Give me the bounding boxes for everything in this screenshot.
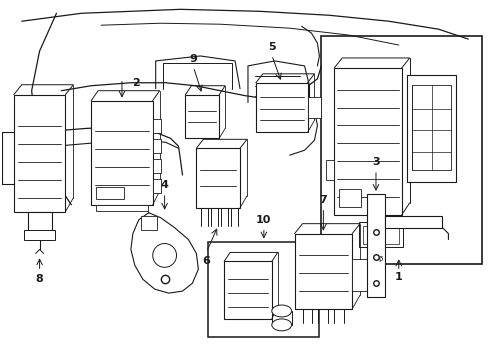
Ellipse shape bbox=[271, 319, 291, 331]
Bar bbox=[339, 189, 360, 207]
Text: 2: 2 bbox=[132, 78, 140, 88]
Bar bbox=[152, 139, 161, 153]
Bar bbox=[406, 75, 455, 182]
Bar bbox=[152, 179, 161, 193]
Bar bbox=[351, 260, 367, 291]
Bar bbox=[384, 216, 442, 228]
Text: 9: 9 bbox=[189, 54, 197, 64]
Bar bbox=[91, 100, 152, 205]
Ellipse shape bbox=[271, 305, 291, 317]
Text: 10: 10 bbox=[256, 215, 271, 225]
Text: 5: 5 bbox=[267, 42, 275, 52]
Text: 6: 6 bbox=[202, 256, 210, 266]
Text: 1: 1 bbox=[394, 272, 402, 282]
Bar bbox=[334, 68, 401, 215]
Bar bbox=[358, 222, 402, 247]
Bar bbox=[208, 242, 319, 337]
Bar bbox=[366, 194, 384, 297]
Text: 7: 7 bbox=[319, 195, 326, 205]
Bar bbox=[224, 261, 271, 319]
Bar bbox=[14, 95, 65, 212]
Text: 8: 8 bbox=[36, 274, 43, 284]
Bar bbox=[411, 85, 450, 170]
Bar bbox=[152, 120, 161, 133]
Bar bbox=[141, 216, 156, 230]
Bar bbox=[152, 159, 161, 173]
Bar bbox=[96, 205, 147, 211]
Text: 4: 4 bbox=[161, 180, 168, 190]
Bar bbox=[24, 230, 55, 239]
Text: 3: 3 bbox=[371, 157, 379, 167]
Bar bbox=[325, 160, 334, 180]
Bar bbox=[362, 226, 398, 243]
Text: β: β bbox=[378, 256, 382, 262]
Bar bbox=[294, 234, 351, 309]
Bar bbox=[196, 148, 240, 208]
Bar bbox=[185, 95, 219, 138]
Bar bbox=[307, 96, 321, 118]
Bar bbox=[96, 187, 123, 199]
Bar bbox=[321, 36, 481, 264]
Bar bbox=[28, 212, 51, 231]
Bar bbox=[255, 83, 307, 132]
